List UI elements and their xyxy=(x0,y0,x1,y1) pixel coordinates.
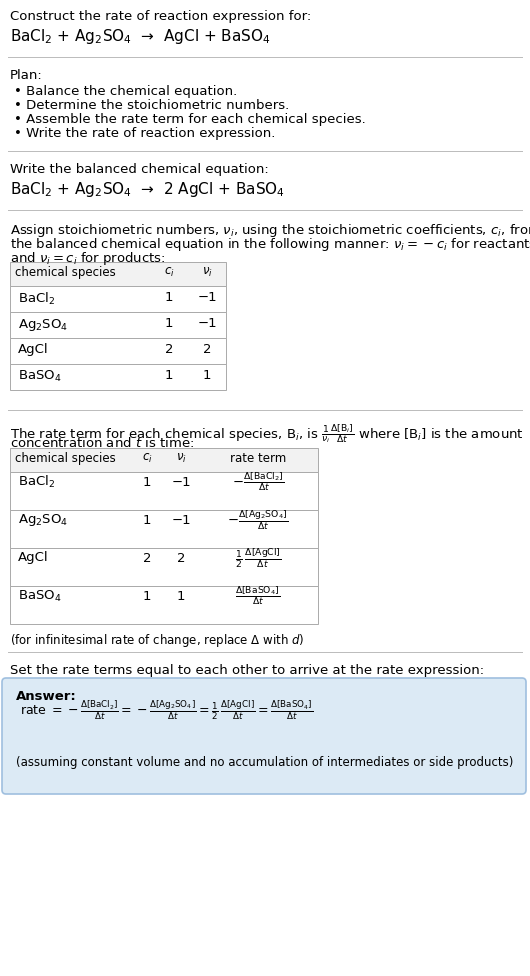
Text: AgCl: AgCl xyxy=(18,343,49,356)
Text: • Balance the chemical equation.: • Balance the chemical equation. xyxy=(14,85,237,98)
Text: the balanced chemical equation in the following manner: $\nu_i = -c_i$ for react: the balanced chemical equation in the fo… xyxy=(10,236,530,253)
FancyBboxPatch shape xyxy=(10,586,318,624)
Text: Construct the rate of reaction expression for:: Construct the rate of reaction expressio… xyxy=(10,10,311,23)
Text: • Determine the stoichiometric numbers.: • Determine the stoichiometric numbers. xyxy=(14,99,289,112)
Text: Write the balanced chemical equation:: Write the balanced chemical equation: xyxy=(10,163,269,176)
Text: 1: 1 xyxy=(203,369,211,382)
Text: 1: 1 xyxy=(143,590,151,602)
Text: −1: −1 xyxy=(171,513,191,526)
Text: chemical species: chemical species xyxy=(15,266,116,279)
Text: $c_i$: $c_i$ xyxy=(164,266,174,279)
Text: 1: 1 xyxy=(143,513,151,526)
Text: rate term: rate term xyxy=(230,452,286,465)
Text: The rate term for each chemical species, B$_i$, is $\frac{1}{\nu_i}\frac{\Delta[: The rate term for each chemical species,… xyxy=(10,422,524,445)
FancyBboxPatch shape xyxy=(10,286,226,312)
FancyBboxPatch shape xyxy=(10,448,318,472)
Text: 2: 2 xyxy=(165,343,173,356)
Text: BaCl$_2$: BaCl$_2$ xyxy=(18,291,55,307)
Text: 2: 2 xyxy=(203,343,211,356)
Text: Set the rate terms equal to each other to arrive at the rate expression:: Set the rate terms equal to each other t… xyxy=(10,664,484,677)
Text: Plan:: Plan: xyxy=(10,69,43,82)
Text: chemical species: chemical species xyxy=(15,452,116,465)
FancyBboxPatch shape xyxy=(10,364,226,390)
Text: 1: 1 xyxy=(165,369,173,382)
Text: 1: 1 xyxy=(176,590,186,602)
Text: BaCl$_2$: BaCl$_2$ xyxy=(18,474,55,490)
FancyBboxPatch shape xyxy=(10,472,318,510)
Text: 2: 2 xyxy=(176,551,186,564)
Text: and $\nu_i = c_i$ for products:: and $\nu_i = c_i$ for products: xyxy=(10,250,165,267)
Text: BaCl$_2$ + Ag$_2$SO$_4$  →  2 AgCl + BaSO$_4$: BaCl$_2$ + Ag$_2$SO$_4$ → 2 AgCl + BaSO$… xyxy=(10,180,285,199)
Text: 2: 2 xyxy=(143,551,151,564)
Text: $\frac{\Delta[\mathrm{BaSO_4}]}{\Delta t}$: $\frac{\Delta[\mathrm{BaSO_4}]}{\Delta t… xyxy=(235,585,281,607)
Text: BaCl$_2$ + Ag$_2$SO$_4$  →  AgCl + BaSO$_4$: BaCl$_2$ + Ag$_2$SO$_4$ → AgCl + BaSO$_4… xyxy=(10,27,270,46)
Text: rate $= -\frac{\Delta[\mathrm{BaCl_2}]}{\Delta t} = -\frac{\Delta[\mathrm{Ag_2SO: rate $= -\frac{\Delta[\mathrm{BaCl_2}]}{… xyxy=(20,699,313,721)
Text: concentration and $t$ is time:: concentration and $t$ is time: xyxy=(10,436,194,450)
Text: −1: −1 xyxy=(171,475,191,489)
Text: $\nu_i$: $\nu_i$ xyxy=(201,266,213,279)
FancyBboxPatch shape xyxy=(10,548,318,586)
Text: (assuming constant volume and no accumulation of intermediates or side products): (assuming constant volume and no accumul… xyxy=(16,756,514,769)
FancyBboxPatch shape xyxy=(2,678,526,794)
Text: $c_i$: $c_i$ xyxy=(142,452,152,466)
Text: −1: −1 xyxy=(197,317,217,330)
FancyBboxPatch shape xyxy=(10,338,226,364)
Text: $\frac{1}{2}\,\frac{\Delta[\mathrm{AgCl}]}{\Delta t}$: $\frac{1}{2}\,\frac{\Delta[\mathrm{AgCl}… xyxy=(235,547,281,570)
FancyBboxPatch shape xyxy=(10,510,318,548)
Text: $-\frac{\Delta[\mathrm{Ag_2SO_4}]}{\Delta t}$: $-\frac{\Delta[\mathrm{Ag_2SO_4}]}{\Delt… xyxy=(227,508,288,532)
Text: BaSO$_4$: BaSO$_4$ xyxy=(18,589,61,603)
Text: Answer:: Answer: xyxy=(16,690,77,703)
Text: 1: 1 xyxy=(165,291,173,304)
Text: Ag$_2$SO$_4$: Ag$_2$SO$_4$ xyxy=(18,317,68,333)
FancyBboxPatch shape xyxy=(10,262,226,286)
Text: 1: 1 xyxy=(143,475,151,489)
Text: Ag$_2$SO$_4$: Ag$_2$SO$_4$ xyxy=(18,512,68,528)
Text: $-\frac{\Delta[\mathrm{BaCl_2}]}{\Delta t}$: $-\frac{\Delta[\mathrm{BaCl_2}]}{\Delta … xyxy=(232,470,284,494)
Text: • Write the rate of reaction expression.: • Write the rate of reaction expression. xyxy=(14,127,276,140)
Text: −1: −1 xyxy=(197,291,217,304)
FancyBboxPatch shape xyxy=(10,312,226,338)
Text: Assign stoichiometric numbers, $\nu_i$, using the stoichiometric coefficients, $: Assign stoichiometric numbers, $\nu_i$, … xyxy=(10,222,530,239)
Text: BaSO$_4$: BaSO$_4$ xyxy=(18,369,61,385)
Text: 1: 1 xyxy=(165,317,173,330)
Text: $\nu_i$: $\nu_i$ xyxy=(175,452,187,466)
Text: • Assemble the rate term for each chemical species.: • Assemble the rate term for each chemic… xyxy=(14,113,366,126)
Text: AgCl: AgCl xyxy=(18,551,49,564)
Text: (for infinitesimal rate of change, replace Δ with $d$): (for infinitesimal rate of change, repla… xyxy=(10,632,304,649)
